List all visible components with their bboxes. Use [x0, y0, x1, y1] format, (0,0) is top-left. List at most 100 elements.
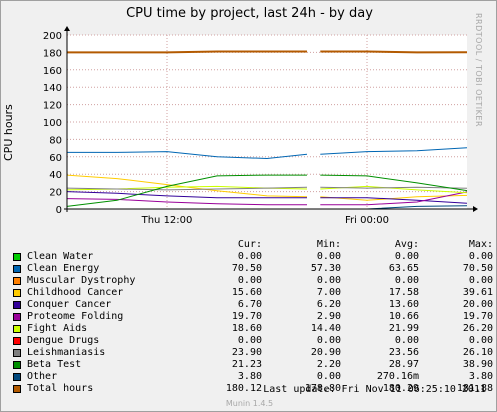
legend-row: Clean Energy 70.50 57.30 63.65 70.50	[13, 263, 493, 275]
legend-name: Proteome Folding	[27, 311, 124, 322]
legend-avg: 63.65	[388, 263, 419, 274]
legend-row: Other 3.80 0.00 270.16m 3.80	[13, 371, 493, 383]
legend-max: 20.00	[462, 299, 493, 310]
x-axis-arrow	[473, 206, 478, 212]
series-line	[67, 50, 307, 54]
legend-avg: 0.00	[394, 335, 419, 346]
legend-avg: 23.56	[388, 347, 419, 358]
y-tick-label: 100	[43, 118, 62, 129]
legend-avg: 21.99	[388, 323, 419, 334]
legend-max: 38.90	[462, 359, 493, 370]
legend-header-min: Min:	[316, 239, 341, 250]
y-tick-label: 40	[49, 170, 62, 181]
y-tick-label: 180	[43, 48, 62, 59]
legend-row: Conquer Cancer 6.70 6.20 13.60 20.00	[13, 299, 493, 311]
x-tick-label: Thu 12:00	[141, 215, 193, 226]
legend-swatch	[13, 265, 21, 273]
chart-title: CPU time by project, last 24h - by day	[126, 6, 373, 21]
legend-max: 3.80	[468, 371, 493, 382]
legend-swatch	[13, 253, 21, 261]
legend-avg: 28.97	[388, 359, 419, 370]
legend-cur: 0.00	[237, 275, 262, 286]
legend-swatch	[13, 385, 21, 393]
series-line	[320, 191, 468, 206]
legend-cur: 21.23	[231, 359, 262, 370]
legend-name: Fight Aids	[27, 323, 88, 334]
legend-header-avg: Avg:	[394, 239, 419, 250]
legend-swatch	[13, 349, 21, 357]
legend-header: Cur: Min: Avg: Max:	[13, 239, 493, 251]
series-line	[320, 147, 468, 155]
legend-name: Beta Test	[27, 359, 82, 370]
legend-row: Muscular Dystrophy 0.00 0.00 0.00 0.00	[13, 275, 493, 287]
legend-max: 0.00	[468, 251, 493, 262]
legend-row: Proteome Folding 19.70 2.90 10.66 19.70	[13, 311, 493, 323]
legend-min: 0.00	[316, 275, 341, 286]
legend-cur: 70.50	[231, 263, 262, 274]
chart-canvas: 0 20 40 60 80 100 120 140 160 180 200 Thu 12:00 Fri …	[43, 26, 478, 226]
legend-name: Clean Energy	[27, 263, 100, 274]
legend-swatch	[13, 313, 21, 321]
y-tick-label: 200	[43, 31, 62, 42]
legend-swatch	[13, 373, 21, 381]
series-line	[320, 186, 468, 189]
legend-cur: 19.70	[231, 311, 262, 322]
legend-row: Fight Aids 18.60 14.40 21.99 26.20	[13, 323, 493, 335]
legend-row: Dengue Drugs 0.00 0.00 0.00 0.00	[13, 335, 493, 347]
legend-header-max: Max:	[468, 239, 493, 250]
legend-header-cur: Cur:	[237, 239, 262, 250]
y-tick-label: 120	[43, 101, 62, 112]
munin-version: Munin 1.4.5	[225, 399, 274, 408]
y-tick-label: 140	[43, 83, 62, 94]
legend-max: 0.00	[468, 275, 493, 286]
series-line	[67, 151, 308, 160]
legend-cur: 3.80	[237, 371, 262, 382]
y-tick-label: 160	[43, 66, 62, 77]
y-axis-arrow	[64, 26, 70, 31]
legend-swatch	[13, 325, 21, 333]
legend-avg: 270.16m	[376, 371, 419, 382]
legend-max: 19.70	[462, 311, 493, 322]
series-line	[66, 186, 308, 191]
legend-name: Clean Water	[27, 251, 94, 262]
y-tick-label: 80	[49, 135, 62, 146]
legend-row: Beta Test 21.23 2.20 28.97 38.90	[13, 359, 493, 371]
legend-swatch	[13, 337, 21, 345]
legend-min: 20.90	[310, 347, 341, 358]
series-line	[320, 174, 468, 192]
legend-name: Total hours	[27, 383, 94, 394]
legend-min: 7.00	[316, 287, 341, 298]
legend-min: 178.80	[304, 383, 341, 394]
legend-name: Other	[27, 371, 58, 382]
legend-name: Dengue Drugs	[27, 335, 100, 346]
legend-max: 26.10	[462, 347, 493, 358]
legend-max: 39.61	[462, 287, 493, 298]
legend-avg: 10.66	[388, 311, 419, 322]
legend-cur: 0.00	[237, 335, 262, 346]
legend-min: 2.20	[316, 359, 341, 370]
series-line	[320, 50, 468, 54]
x-tick-label: Fri 00:00	[345, 215, 389, 226]
legend-name: Muscular Dystrophy	[27, 275, 136, 286]
legend-cur: 180.12	[225, 383, 262, 394]
legend-row: Clean Water 0.00 0.00 0.00 0.00	[13, 251, 493, 263]
legend-min: 14.40	[310, 323, 341, 334]
legend-avg: 13.60	[388, 299, 419, 310]
legend-row: Leishmaniasis 23.90 20.90 23.56 26.10	[13, 347, 493, 359]
series-line	[320, 197, 468, 204]
legend-min: 0.00	[316, 335, 341, 346]
y-tick-label: 20	[49, 188, 62, 199]
legend-name: Childhood Cancer	[27, 287, 124, 298]
legend-min: 0.00	[316, 251, 341, 262]
legend-avg: 180.29	[382, 383, 419, 394]
legend-row: Childhood Cancer 15.60 7.00 17.58 39.61	[13, 287, 493, 299]
legend-swatch	[13, 289, 21, 297]
legend-avg: 17.58	[388, 287, 419, 298]
legend-max: 70.50	[462, 263, 493, 274]
legend-min: 0.00	[316, 371, 341, 382]
legend-max: 26.20	[462, 323, 493, 334]
legend-cur: 15.60	[231, 287, 262, 298]
legend-max: 0.00	[468, 335, 493, 346]
legend-cur: 23.90	[231, 347, 262, 358]
